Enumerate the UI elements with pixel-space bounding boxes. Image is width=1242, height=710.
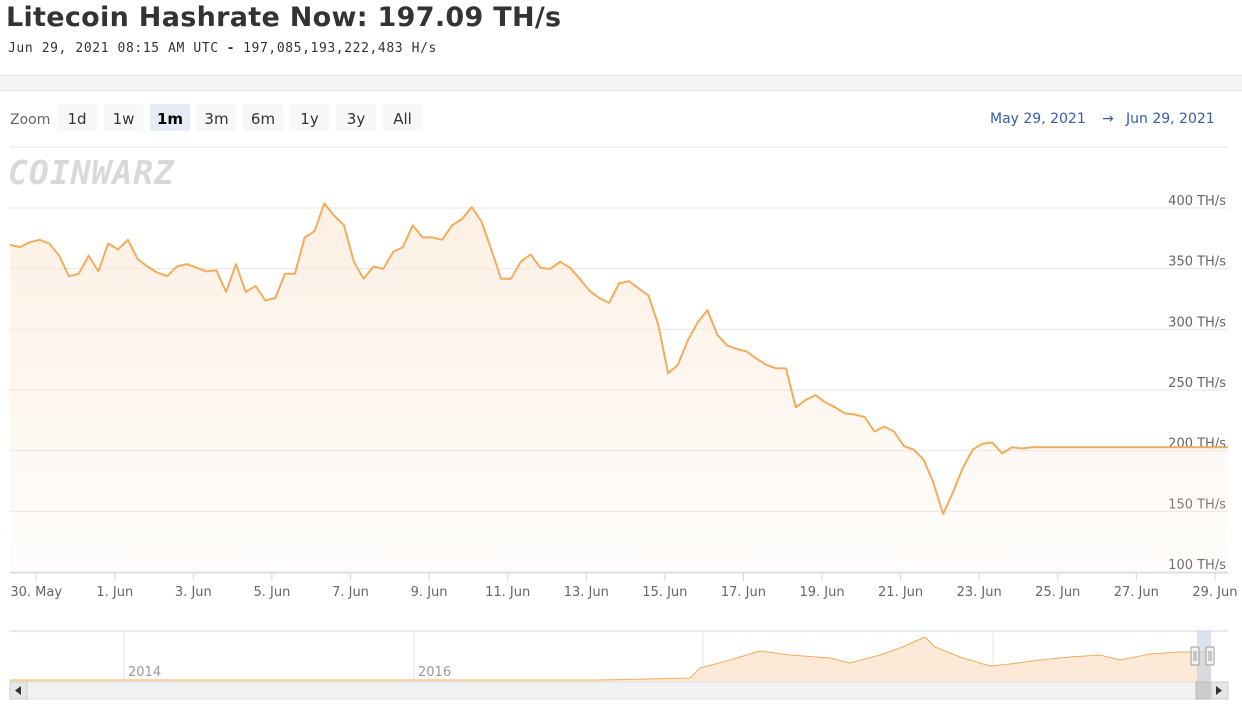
x-tick-label: 25. Jun (1035, 585, 1080, 600)
zoom-button-3y[interactable]: 3y (336, 104, 376, 131)
x-tick-label: 29. Jun (1192, 585, 1237, 600)
x-tick-label: 15. Jun (642, 585, 687, 600)
zoom-button-1y[interactable]: 1y (289, 104, 330, 131)
y-tick-label: 400 TH/s (1168, 194, 1226, 209)
navigator-series-line (10, 636, 1212, 681)
zoom-button-label: 1m (157, 110, 183, 128)
range-from[interactable]: May 29, 2021 (990, 111, 1086, 127)
zoom-button-label: All (393, 110, 412, 128)
zoom-button-1d[interactable]: 1d (57, 104, 97, 131)
scrollbar-track[interactable] (9, 681, 1229, 700)
navigator-area-fill (10, 637, 1211, 682)
zoom-button-label: 1d (67, 110, 86, 128)
timestamp: Jun 29, 2021 08:15 AM UTC (8, 41, 219, 56)
x-tick-label: 19. Jun (799, 585, 844, 600)
header-divider-band (0, 75, 1242, 91)
zoom-button-6m[interactable]: 6m (243, 104, 283, 131)
y-tick-label: 300 TH/s (1168, 315, 1226, 330)
zoom-button-1m[interactable]: 1m (150, 104, 190, 131)
x-tick-label: 17. Jun (721, 585, 766, 600)
zoom-button-label: 1w (113, 110, 135, 128)
navigator-year-label: 2014 (128, 665, 161, 680)
chevron-left-icon (15, 686, 21, 695)
x-tick-label: 27. Jun (1114, 585, 1159, 600)
hashrate-subtitle: Jun 29, 2021 08:15 AM UTC -197,085,193,22… (8, 41, 437, 56)
x-tick-label: 30. May (10, 585, 62, 600)
x-tick-label: 13. Jun (564, 585, 609, 600)
zoom-label: Zoom (10, 112, 50, 128)
x-tick-label: 23. Jun (957, 585, 1002, 600)
zoom-button-label: 3y (347, 110, 366, 128)
series-area-fill (10, 203, 1228, 573)
page-title: Litecoin Hashrate Now: 197.09 TH/s (6, 2, 562, 33)
x-tick-label: 7. Jun (332, 585, 369, 600)
separator: - (226, 41, 236, 56)
navigator-handle-right[interactable] (1205, 646, 1215, 666)
zoom-button-All[interactable]: All (382, 104, 423, 131)
zoom-button-label: 6m (251, 110, 275, 128)
hashrate-full-value: 197,085,193,222,483 H/s (243, 41, 437, 56)
chevron-right-icon (1216, 686, 1222, 695)
navigator-selected-range[interactable] (1197, 631, 1211, 682)
scrollbar-thumb[interactable] (1195, 681, 1212, 700)
x-tick-label: 5. Jun (254, 585, 291, 600)
x-tick-label: 1. Jun (96, 585, 133, 600)
x-tick-label: 11. Jun (485, 585, 530, 600)
y-tick-label: 250 TH/s (1168, 376, 1226, 391)
series-points (9, 203, 1229, 515)
zoom-button-group: 1d 1w 1m 3m 6m 1y 3y All (57, 104, 423, 131)
x-axis: 30. May 1. Jun 3. Jun 5. Jun 7. Jun 9. Jun 11.… (10, 573, 1237, 600)
range-arrow: → (1102, 111, 1114, 127)
zoom-button-3m[interactable]: 3m (196, 104, 237, 131)
coinwarz-watermark-logo: COINWARZ (8, 153, 175, 192)
navigator-year-label: 2016 (418, 665, 451, 680)
range-to[interactable]: Jun 29, 2021 (1125, 111, 1215, 127)
x-tick-label: 9. Jun (411, 585, 448, 600)
navigator[interactable]: 2014201620182020 (10, 630, 1228, 682)
zoom-button-label: 3m (204, 110, 228, 128)
navigator-handle-left[interactable] (1190, 646, 1200, 666)
zoom-button-label: 1y (300, 110, 319, 128)
x-tick-label: 3. Jun (175, 585, 212, 600)
x-tick-label: 21. Jun (878, 585, 923, 600)
scrollbar[interactable] (9, 681, 1229, 700)
zoom-button-1w[interactable]: 1w (103, 104, 144, 131)
y-tick-label: 350 TH/s (1168, 255, 1226, 270)
